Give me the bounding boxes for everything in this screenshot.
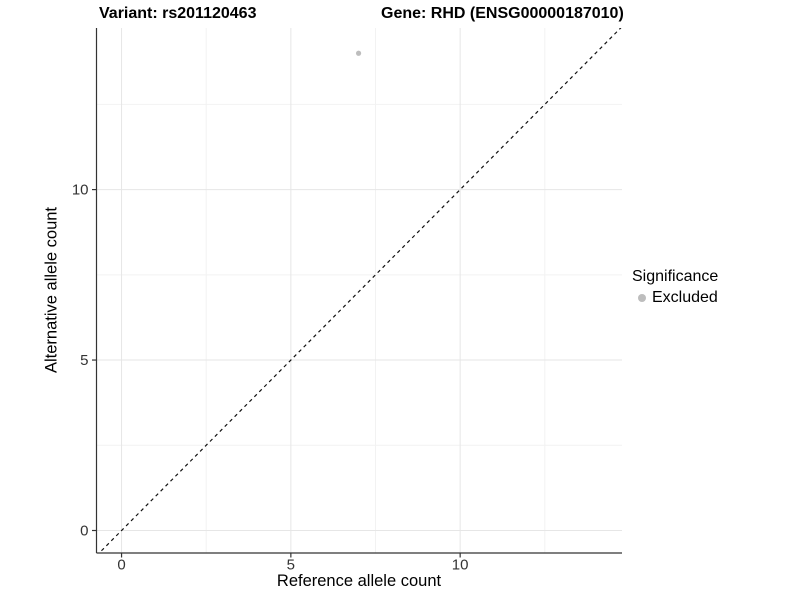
legend-item-excluded: Excluded: [632, 289, 718, 307]
variant-title: Variant: rs201120463: [99, 5, 257, 22]
y-tick-label: 0: [80, 523, 88, 540]
legend: Significance Excluded: [632, 268, 718, 307]
x-tick-label: 10: [452, 557, 469, 574]
y-tick-label: 10: [72, 182, 89, 199]
excluded-circle-icon: [638, 294, 646, 302]
identity-dashed-line: [98, 28, 622, 553]
x-axis-title: Reference allele count: [276, 572, 442, 590]
legend-item-label: Excluded: [652, 289, 718, 306]
y-axis-title: Alternative allele count: [42, 206, 61, 374]
x-tick-label: 0: [117, 557, 125, 574]
x-tick-label: 5: [287, 557, 295, 574]
scatter-point: [355, 50, 362, 56]
gene-title: Gene: RHD (ENSG00000187010): [381, 5, 624, 22]
y-tick-label: 5: [80, 352, 88, 369]
legend-title: Significance: [632, 268, 719, 285]
